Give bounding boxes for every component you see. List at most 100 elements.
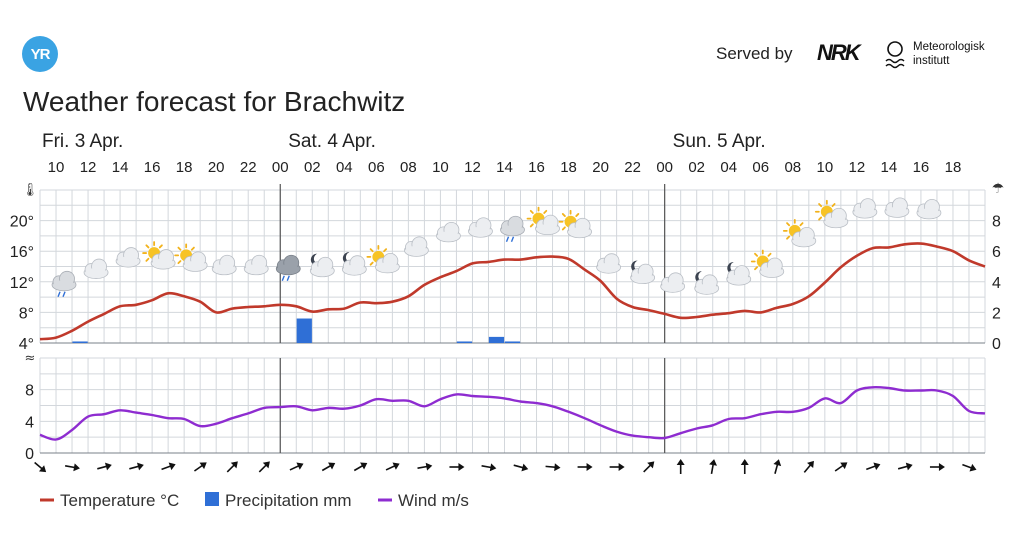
wind-direction-arrow-icon xyxy=(676,459,685,474)
cloud-icon xyxy=(211,254,237,276)
hour-tick-label: 14 xyxy=(881,159,898,176)
night-cloud-icon xyxy=(630,260,656,285)
legend-precipitation-swatch xyxy=(205,492,219,506)
partly-sunny-icon xyxy=(750,249,785,278)
dark-cloud-rain-icon xyxy=(275,254,301,281)
yr-logo[interactable]: YR xyxy=(22,36,58,72)
wind-direction-arrow-icon xyxy=(709,459,717,475)
hour-tick-label: 16 xyxy=(528,159,545,176)
partly-sunny-icon xyxy=(526,206,560,236)
wind-tick-label: 4 xyxy=(25,414,34,431)
hour-tick-label: 04 xyxy=(720,159,737,176)
hour-tick-label: 08 xyxy=(784,159,801,176)
wind-direction-arrow-icon xyxy=(161,462,176,471)
wind-direction-arrow-icon xyxy=(193,462,207,472)
precipitation-tick-label: 6 xyxy=(992,244,1001,261)
umbrella-icon: ☂ xyxy=(992,181,1005,197)
precipitation-tick-label: 4 xyxy=(992,275,1001,292)
legend-precipitation-label: Precipitation mm xyxy=(225,491,352,510)
legend-temperature-label: Temperature °C xyxy=(60,491,179,510)
wind-direction-arrow-icon xyxy=(545,463,561,472)
partly-sunny-icon xyxy=(782,218,817,248)
precipitation-bar xyxy=(456,341,473,343)
wind-direction-arrow-icon xyxy=(643,461,655,473)
hour-tick-label: 02 xyxy=(304,159,321,176)
cloud-icon xyxy=(884,197,910,218)
precipitation-bar xyxy=(296,318,312,343)
hour-tick-label: 22 xyxy=(240,159,257,176)
wind-direction-arrow-icon xyxy=(129,462,144,471)
hour-tick-label: 10 xyxy=(432,159,449,176)
legend-wind-label: Wind m/s xyxy=(398,491,469,510)
precipitation-bar xyxy=(72,341,88,343)
temperature-tick-label: 4° xyxy=(19,336,34,353)
wind-direction-arrow-icon xyxy=(803,460,814,473)
hour-tick-label: 20 xyxy=(208,159,225,176)
hour-tick-label: 00 xyxy=(272,159,289,176)
hour-tick-label: 12 xyxy=(80,159,97,176)
night-cloud-icon xyxy=(726,262,752,286)
day-label: Sun. 5 Apr. xyxy=(673,131,766,152)
hour-tick-label: 06 xyxy=(752,159,769,176)
hour-tick-label: 14 xyxy=(496,159,513,176)
wind-direction-arrow-icon xyxy=(773,459,782,474)
hour-tick-label: 02 xyxy=(688,159,705,176)
hour-tick-label: 16 xyxy=(913,159,930,176)
wind-direction-arrow-icon xyxy=(289,462,304,471)
met-institute-logo-text: Meteorologisk institutt xyxy=(913,40,985,68)
hour-tick-label: 04 xyxy=(336,159,353,176)
met-institute-logo-icon xyxy=(885,41,905,69)
cloud-light-rain-icon xyxy=(500,215,525,242)
wind-direction-arrow-icon xyxy=(609,463,625,471)
hour-tick-label: 18 xyxy=(945,159,962,176)
cloud-icon xyxy=(115,247,141,268)
wind-direction-arrow-icon xyxy=(226,461,238,473)
page-title: Weather forecast for Brachwitz xyxy=(23,86,406,117)
met-line-2: institutt xyxy=(913,55,950,67)
temperature-line xyxy=(39,242,986,341)
hour-tick-label: 18 xyxy=(560,159,577,176)
wind-direction-arrow-icon xyxy=(740,459,749,474)
cloud-icon xyxy=(852,198,878,219)
hour-tick-label: 10 xyxy=(48,159,65,176)
wind-direction-arrow-icon xyxy=(385,462,400,471)
cloud-icon xyxy=(83,258,109,279)
temperature-tick-label: 12° xyxy=(10,275,34,292)
hour-tick-label: 12 xyxy=(849,159,866,176)
precipitation-tick-label: 8 xyxy=(992,214,1001,231)
wind-direction-arrow-icon xyxy=(929,463,945,471)
hour-tick-label: 10 xyxy=(816,159,833,176)
wind-direction-arrow-icon xyxy=(481,463,497,472)
cloud-icon xyxy=(596,253,622,274)
day-label: Fri. 3 Apr. xyxy=(42,131,123,152)
wind-direction-arrow-icon xyxy=(897,462,913,471)
temperature-tick-label: 8° xyxy=(19,305,34,322)
precipitation-bar xyxy=(488,336,505,343)
hour-tick-label: 16 xyxy=(144,159,161,176)
wind-direction-arrow-icon xyxy=(258,461,270,473)
partly-sunny-icon xyxy=(174,243,208,272)
cloud-icon xyxy=(916,198,942,220)
wind-direction-arrow-icon xyxy=(321,462,336,472)
thermometer-icon: 🌡︎ xyxy=(22,182,39,198)
night-cloud-icon xyxy=(341,252,367,276)
cloud-icon xyxy=(436,221,461,243)
nrk-logo[interactable]: NRK xyxy=(817,40,861,65)
cloud-icon xyxy=(243,254,269,276)
cloud-light-rain-icon xyxy=(51,270,77,298)
temperature-tick-label: 20° xyxy=(10,214,34,231)
wind-direction-arrow-icon xyxy=(449,463,465,471)
partly-sunny-icon xyxy=(558,209,592,239)
night-cloud-icon xyxy=(309,253,335,278)
wind-direction-arrow-icon xyxy=(97,462,112,471)
cloud-icon xyxy=(660,272,686,293)
wind-icon: ≈ xyxy=(25,351,36,366)
hour-tick-label: 22 xyxy=(624,159,641,176)
wind-direction-arrow-icon xyxy=(513,463,529,472)
night-cloud-icon xyxy=(694,271,720,295)
partly-sunny-icon xyxy=(142,241,176,270)
wind-direction-arrow-icon xyxy=(866,462,881,471)
wind-tick-label: 8 xyxy=(25,383,34,400)
day-label: Sat. 4 Apr. xyxy=(288,131,376,152)
